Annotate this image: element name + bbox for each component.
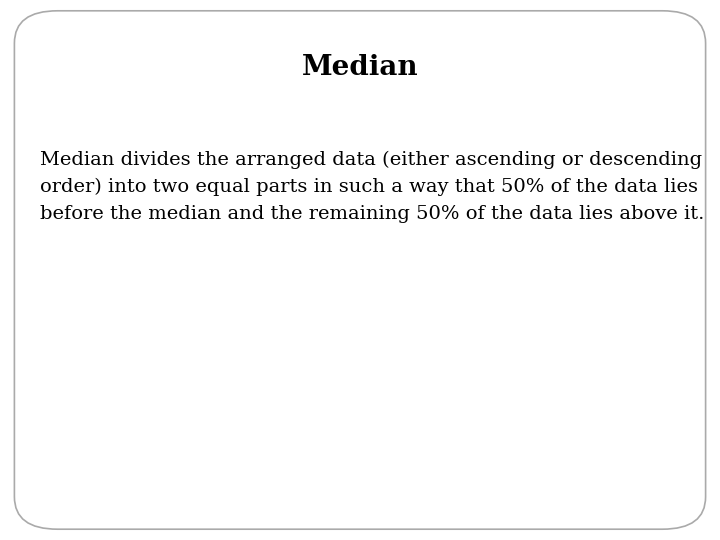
FancyBboxPatch shape [14, 11, 706, 529]
Text: Median: Median [302, 54, 418, 81]
Text: Median divides the arranged data (either ascending or descending
order) into two: Median divides the arranged data (either… [40, 151, 704, 222]
